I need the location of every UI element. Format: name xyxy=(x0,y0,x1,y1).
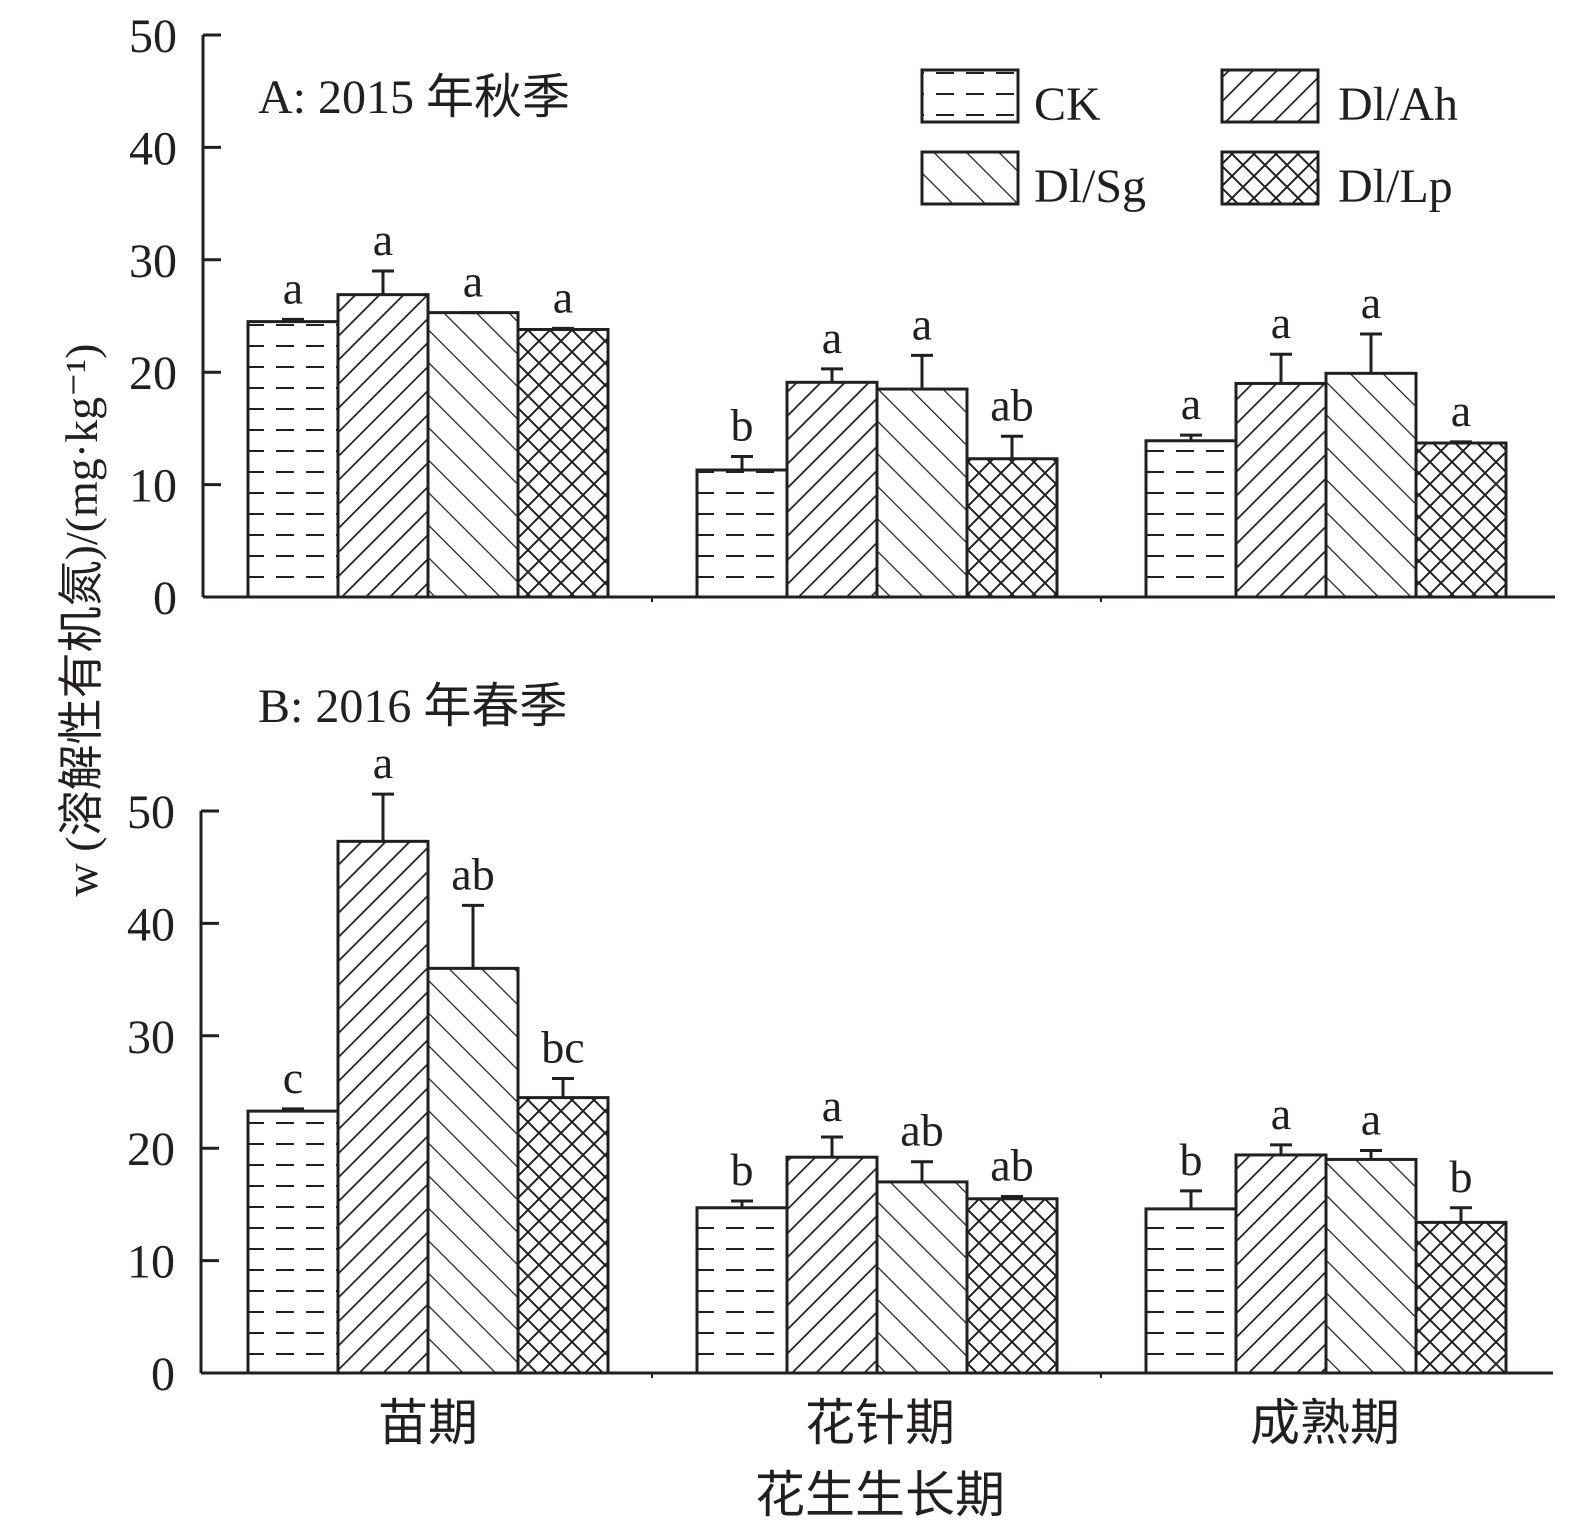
bar xyxy=(426,311,520,599)
y-tick-label: 50 xyxy=(129,10,177,63)
x-axis-title: 花生生长期 xyxy=(755,1467,1005,1523)
bar xyxy=(246,1109,340,1375)
significance-letter: a xyxy=(1361,277,1381,328)
bar xyxy=(785,380,879,599)
y-tick-label: 0 xyxy=(151,1348,175,1401)
bar xyxy=(1324,371,1418,599)
y-tick-label: 10 xyxy=(127,1236,175,1289)
y-tick-label: 30 xyxy=(129,235,177,288)
category-label-0: 苗期 xyxy=(378,1395,478,1451)
legend-label-ck: CK xyxy=(1034,78,1101,131)
legend-label-dl-lp: Dl/Lp xyxy=(1338,160,1453,213)
legend-label-dl-sg: Dl/Sg xyxy=(1034,160,1146,213)
bar xyxy=(695,468,789,599)
bar xyxy=(785,1155,879,1375)
bar xyxy=(1414,441,1508,599)
significance-letter: a xyxy=(912,298,932,349)
category-label-2: 成熟期 xyxy=(1250,1395,1400,1451)
y-tick-label: 50 xyxy=(127,786,175,839)
y-axis-title: w (溶解性有机氮)/(mg·kg⁻¹) xyxy=(56,344,107,897)
bar xyxy=(875,387,969,599)
significance-letter: a xyxy=(283,262,303,313)
significance-letter: ab xyxy=(451,848,494,899)
bar xyxy=(336,293,430,599)
panel-a-title: A: 2015 年秋季 xyxy=(258,71,570,124)
legend-item-dl-ah: Dl/Ah xyxy=(1220,68,1458,131)
bar xyxy=(336,839,430,1375)
legend-item-ck: CK xyxy=(920,68,1101,131)
significance-letter: ab xyxy=(900,1105,943,1156)
significance-letter: a xyxy=(463,256,483,307)
bar xyxy=(426,966,520,1375)
significance-letter: ab xyxy=(990,379,1033,430)
legend-swatch-dl-lp xyxy=(1220,150,1320,206)
significance-letter: a xyxy=(373,737,393,788)
bar xyxy=(1324,1157,1418,1375)
y-tick-label: 40 xyxy=(127,898,175,951)
significance-letter: a xyxy=(1451,385,1471,436)
bar xyxy=(516,327,610,599)
significance-letter: a xyxy=(1271,297,1291,348)
bar xyxy=(875,1180,969,1375)
significance-letter: a xyxy=(553,271,573,322)
significance-letter: a xyxy=(1361,1093,1381,1144)
panel-b-title: B: 2016 年春季 xyxy=(258,680,567,733)
legend-item-dl-sg: Dl/Sg xyxy=(920,150,1146,213)
significance-letter: ab xyxy=(990,1140,1033,1191)
significance-letter: c xyxy=(283,1052,303,1103)
bar xyxy=(695,1206,789,1375)
y-tick-label: 10 xyxy=(129,460,177,513)
significance-letter: a xyxy=(1271,1088,1291,1139)
bar xyxy=(516,1096,610,1375)
category-label-1: 花针期 xyxy=(805,1395,955,1451)
bar xyxy=(1234,381,1328,599)
legend-swatch-ck xyxy=(920,68,1020,124)
significance-letter: bc xyxy=(541,1022,584,1073)
significance-letter: b xyxy=(731,400,754,451)
bar xyxy=(1234,1153,1328,1375)
bar xyxy=(246,320,340,599)
legend: CK Dl/Ah Dl/Sg Dl/Lp xyxy=(920,68,1458,213)
bar xyxy=(965,457,1059,599)
legend-swatch-dl-ah xyxy=(1220,68,1320,124)
significance-letter: a xyxy=(822,312,842,363)
y-tick-label: 20 xyxy=(129,347,177,400)
bar xyxy=(1144,1207,1238,1375)
legend-item-dl-lp: Dl/Lp xyxy=(1220,150,1453,213)
bar xyxy=(965,1197,1059,1375)
y-tick-label: 20 xyxy=(127,1123,175,1176)
significance-letter: b xyxy=(1180,1134,1203,1185)
y-tick-label: 30 xyxy=(127,1011,175,1064)
legend-label-dl-ah: Dl/Ah xyxy=(1338,78,1458,131)
legend-swatch-dl-sg xyxy=(920,150,1020,206)
significance-letter: b xyxy=(731,1144,754,1195)
bar xyxy=(1144,439,1238,599)
significance-letter: a xyxy=(822,1080,842,1131)
significance-letter: b xyxy=(1450,1151,1473,1202)
bar xyxy=(1414,1220,1508,1375)
significance-letter: a xyxy=(373,214,393,265)
significance-letter: a xyxy=(1181,378,1201,429)
y-tick-label: 40 xyxy=(129,122,177,175)
y-tick-label: 0 xyxy=(153,572,177,625)
